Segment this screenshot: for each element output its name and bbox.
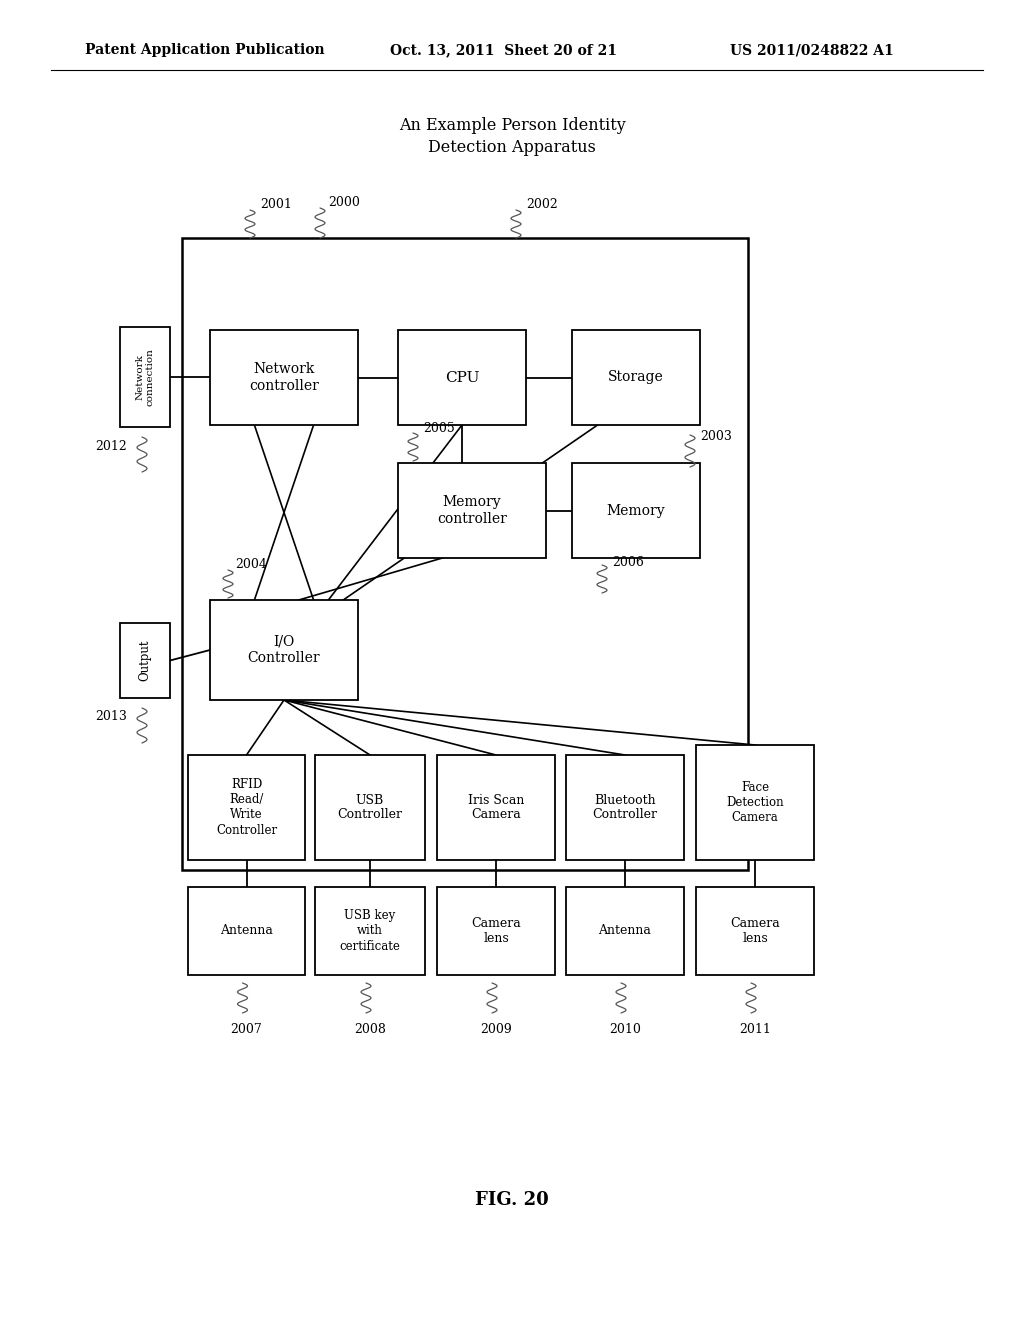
Text: Antenna: Antenna [220, 924, 273, 937]
Text: 2009: 2009 [480, 1023, 512, 1036]
Text: Detection Apparatus: Detection Apparatus [428, 139, 596, 156]
Bar [566, 887, 684, 975]
Bar [696, 744, 814, 861]
Text: Network
connection: Network connection [135, 348, 155, 407]
Text: CPU: CPU [444, 371, 479, 384]
Bar [210, 601, 358, 700]
Bar [572, 330, 700, 425]
Text: 2001: 2001 [260, 198, 292, 211]
Bar [437, 887, 555, 975]
Text: 2011: 2011 [739, 1023, 771, 1036]
Text: US 2011/0248822 A1: US 2011/0248822 A1 [730, 44, 894, 57]
Bar [696, 887, 814, 975]
Bar [437, 755, 555, 861]
Bar [120, 623, 170, 698]
Bar [188, 755, 305, 861]
Text: 2004: 2004 [234, 558, 267, 572]
Text: Bluetooth
Controller: Bluetooth Controller [593, 793, 657, 821]
Text: I/O
Controller: I/O Controller [248, 635, 321, 665]
Text: 2007: 2007 [230, 1023, 262, 1036]
Text: An Example Person Identity: An Example Person Identity [398, 116, 626, 133]
Bar [210, 330, 358, 425]
Text: Camera
lens: Camera lens [730, 917, 780, 945]
Text: RFID
Read/
Write
Controller: RFID Read/ Write Controller [216, 779, 278, 837]
Bar [566, 755, 684, 861]
Text: Output: Output [138, 640, 152, 681]
Text: Memory: Memory [606, 503, 666, 517]
Text: Network
controller: Network controller [249, 363, 318, 392]
Text: 2000: 2000 [328, 197, 359, 210]
Bar [120, 327, 170, 426]
Bar [315, 755, 425, 861]
Text: 2013: 2013 [95, 710, 127, 722]
Bar [188, 887, 305, 975]
Text: Patent Application Publication: Patent Application Publication [85, 44, 325, 57]
Text: Camera
lens: Camera lens [471, 917, 521, 945]
Text: 2003: 2003 [700, 430, 732, 444]
Bar [182, 238, 748, 870]
Text: Storage: Storage [608, 371, 664, 384]
Text: USB
Controller: USB Controller [338, 793, 402, 821]
Bar [398, 463, 546, 558]
Text: 2002: 2002 [526, 198, 558, 211]
Text: 2010: 2010 [609, 1023, 641, 1036]
Bar [398, 330, 526, 425]
Text: Oct. 13, 2011  Sheet 20 of 21: Oct. 13, 2011 Sheet 20 of 21 [390, 44, 617, 57]
Bar [315, 887, 425, 975]
Text: FIG. 20: FIG. 20 [475, 1191, 549, 1209]
Bar [572, 463, 700, 558]
Text: 2008: 2008 [354, 1023, 386, 1036]
Text: Antenna: Antenna [599, 924, 651, 937]
Text: USB key
with
certificate: USB key with certificate [340, 909, 400, 953]
Text: 2012: 2012 [95, 441, 127, 454]
Text: Iris Scan
Camera: Iris Scan Camera [468, 793, 524, 821]
Text: Face
Detection
Camera: Face Detection Camera [726, 781, 783, 824]
Text: 2006: 2006 [612, 557, 644, 569]
Text: Memory
controller: Memory controller [437, 495, 507, 525]
Text: 2005: 2005 [423, 421, 455, 434]
